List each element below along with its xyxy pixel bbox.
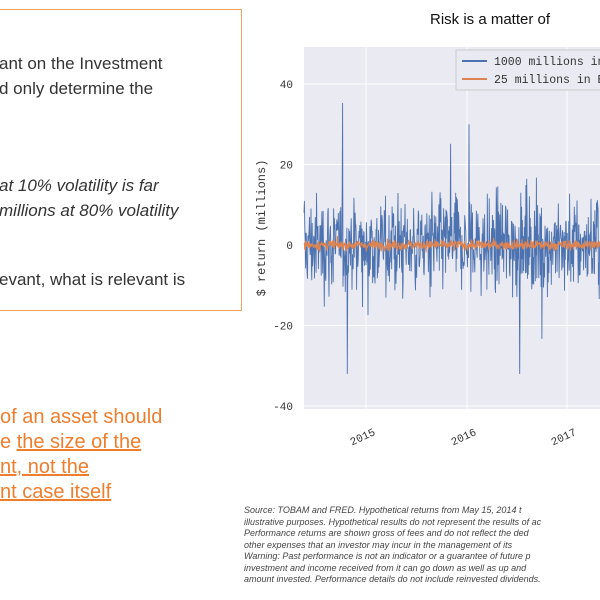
paragraph-1-line-1: ant on the Investment bbox=[0, 54, 163, 73]
highlight-line-2: e the size of the bbox=[0, 430, 141, 455]
series-line-25-millions bbox=[303, 235, 600, 253]
y-tick-label: 20 bbox=[280, 161, 293, 173]
footnote-line-1: Source: TOBAM and FRED. Hypothetical ret… bbox=[244, 505, 522, 515]
footnote-line-7: amount invested. Performance details do … bbox=[244, 574, 541, 584]
highlight-line-4[interactable]: nt case itself bbox=[0, 481, 112, 503]
y-tick-label: 0 bbox=[286, 241, 293, 253]
highlight-link-size[interactable]: the size of the bbox=[16, 431, 142, 453]
highlight-line-2-prefix: e bbox=[0, 431, 17, 453]
footnote: Source: TOBAM and FRED. Hypothetical ret… bbox=[244, 505, 600, 586]
footnote-line-5: Warning: Past performance is not an indi… bbox=[244, 551, 531, 561]
paragraph-2-line-1: at 10% volatility is far bbox=[0, 176, 159, 195]
y-tick-label: 40 bbox=[280, 80, 293, 92]
x-tick-label: 2017 bbox=[550, 427, 579, 449]
legend-label-series-2: 25 millions in B bbox=[494, 74, 600, 87]
legend-label-series-1: 1000 millions in bbox=[494, 56, 600, 69]
series-line-1000-millions bbox=[303, 102, 600, 375]
footnote-line-4: other expenses that an investor may incu… bbox=[244, 539, 513, 550]
footnote-line-2: illustrative purposes. Hypothetical resu… bbox=[244, 516, 542, 527]
paragraph-3-line-1: evant, what is relevant is bbox=[0, 270, 186, 289]
paragraph-2-line-2: millions at 80% volatility bbox=[0, 201, 179, 220]
chart-title: Risk is a matter of bbox=[430, 11, 551, 28]
series-layer bbox=[303, 102, 600, 375]
legend: 1000 millions in 25 millions in B bbox=[455, 49, 600, 91]
footnote-line-3: Performance returns are shown gross of f… bbox=[244, 528, 529, 538]
y-tick-label: -40 bbox=[273, 402, 293, 414]
highlight-line-3[interactable]: nt, not the bbox=[0, 456, 89, 478]
y-tick-label: -20 bbox=[273, 322, 293, 334]
explanation-box: ant on the Investment d only determine t… bbox=[0, 9, 242, 311]
legend-box bbox=[455, 49, 600, 91]
footnote-line-6: investment and income received from it c… bbox=[244, 562, 527, 573]
paragraph-1-line-2: d only determine the bbox=[0, 79, 154, 98]
x-tick-label: 2015 bbox=[349, 427, 378, 449]
x-tick-label: 2016 bbox=[450, 427, 479, 449]
y-axis-label: $ return (millions) bbox=[255, 160, 269, 297]
highlight-line-1: of an asset should bbox=[0, 406, 163, 428]
